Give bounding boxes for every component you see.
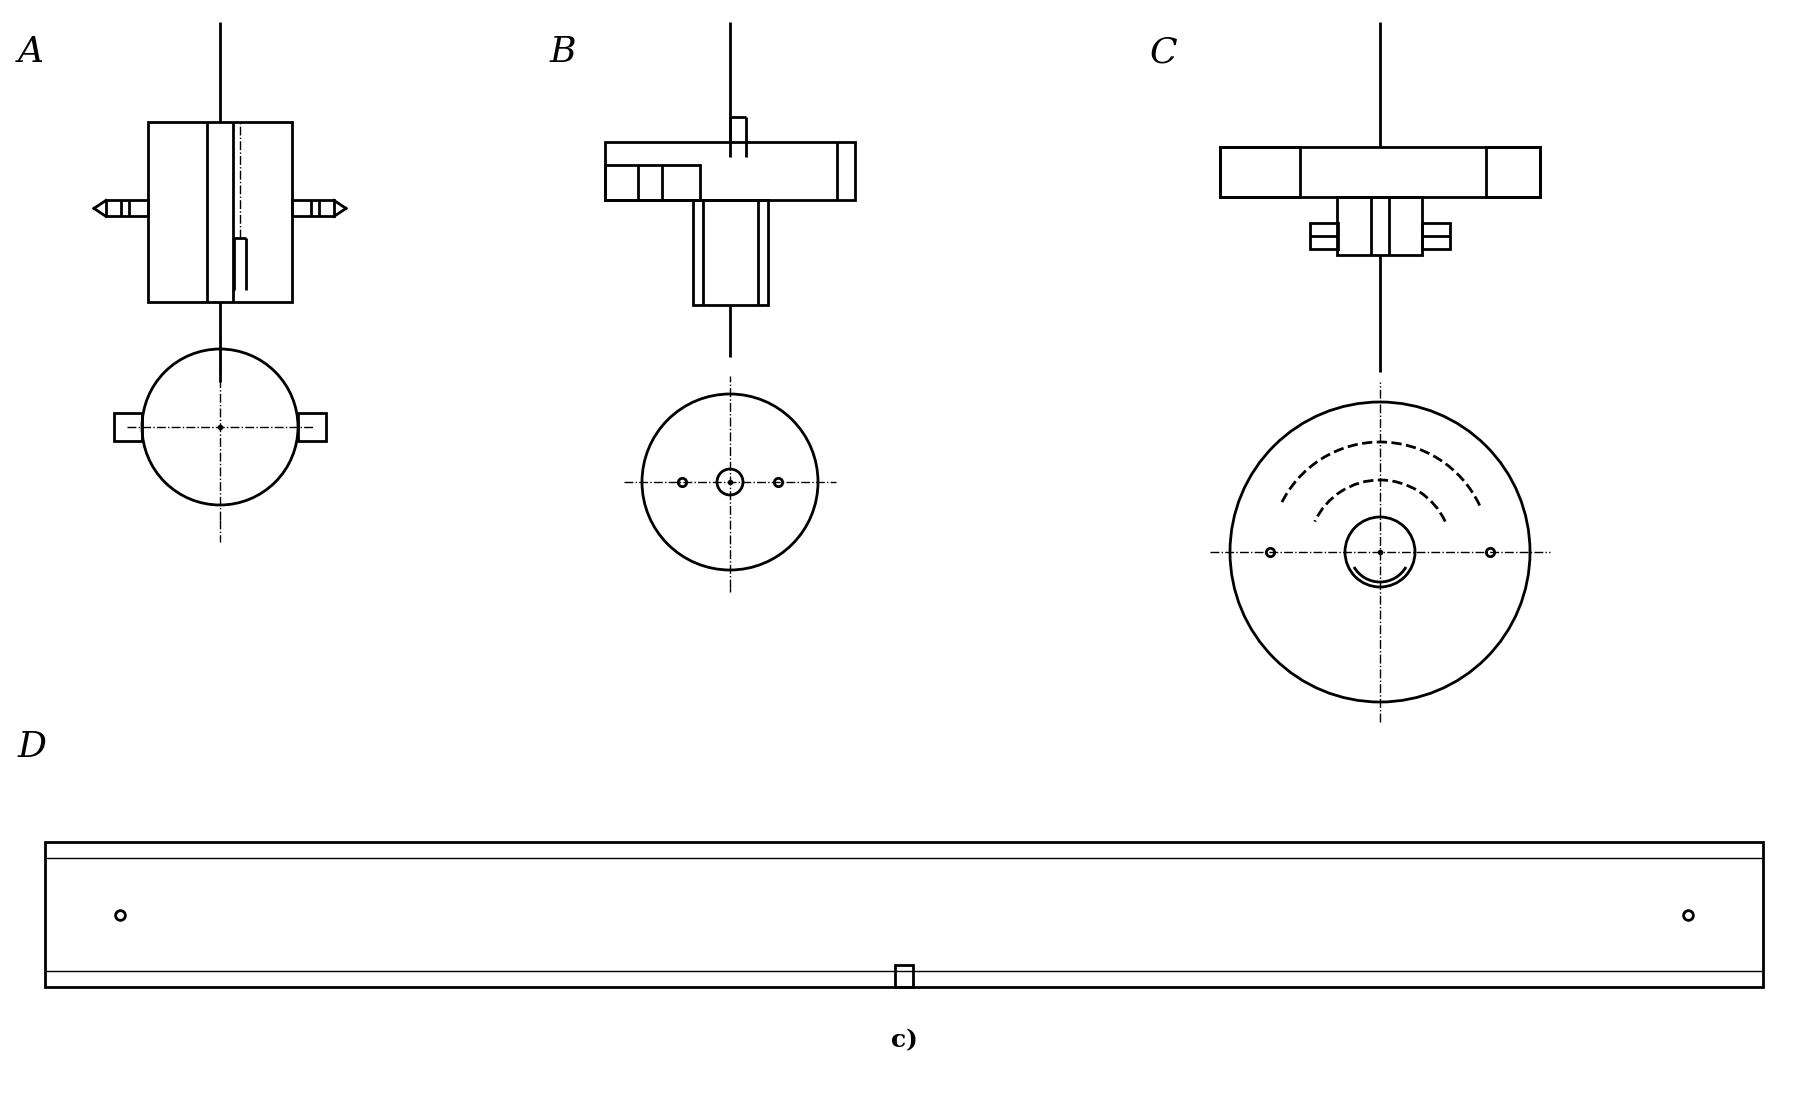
Bar	[45, 842, 1762, 987]
Bar	[107, 200, 148, 217]
Bar	[1220, 147, 1299, 197]
Text: B: B	[549, 34, 576, 69]
Bar	[605, 142, 855, 200]
Text: D: D	[18, 729, 47, 764]
Bar	[298, 413, 325, 441]
Bar	[114, 413, 143, 441]
Text: A: A	[18, 34, 43, 69]
Bar	[148, 122, 293, 302]
Bar	[1485, 147, 1540, 197]
Bar	[605, 166, 699, 200]
Bar	[692, 200, 768, 305]
Bar	[1337, 197, 1422, 255]
Bar	[1220, 147, 1540, 197]
Bar	[293, 200, 334, 217]
Bar	[894, 965, 913, 987]
Bar	[1422, 224, 1449, 249]
Text: C: C	[1149, 34, 1176, 69]
Text: c): c)	[891, 1027, 916, 1052]
Bar	[1308, 224, 1337, 249]
